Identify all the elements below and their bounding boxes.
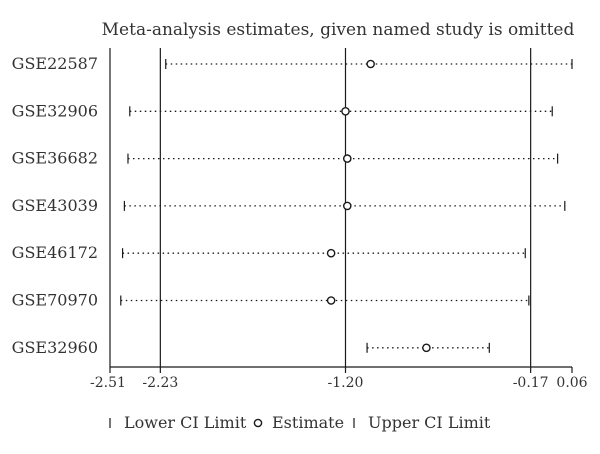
study-label: GSE43039 xyxy=(12,196,98,215)
chart-title: Meta-analysis estimates, given named stu… xyxy=(102,20,575,40)
x-tick-label: -1.20 xyxy=(328,375,364,391)
x-tick-label: 0.06 xyxy=(556,375,587,391)
estimate-point xyxy=(326,296,336,305)
study-label: GSE36682 xyxy=(12,149,98,168)
legend-upper-ci-label: Upper CI Limit xyxy=(368,413,491,432)
study-label: GSE46172 xyxy=(12,243,98,262)
estimate-point xyxy=(342,201,352,211)
plot-area: -2.51 -2.23 -1.20 -0.17 0.06 GSE22587 GSE32906… xyxy=(12,48,588,391)
x-tick-label: -2.23 xyxy=(142,375,178,391)
estimate-point xyxy=(326,248,336,258)
study-label: GSE70970 xyxy=(12,291,98,310)
estimate-point xyxy=(422,343,431,353)
x-tick-label: -0.17 xyxy=(513,375,549,391)
estimate-point xyxy=(342,154,352,163)
study-label: GSE32906 xyxy=(12,101,98,120)
estimate-point xyxy=(366,59,375,69)
legend-estimate-label: Estimate xyxy=(272,413,344,432)
legend: Lower CI Limit Estimate Upper CI Limit xyxy=(109,413,491,432)
x-tick-label: -2.51 xyxy=(90,375,126,391)
study-label: GSE32960 xyxy=(12,338,98,357)
legend-lower-ci-label: Lower CI Limit xyxy=(124,413,247,432)
study-label: GSE22587 xyxy=(12,54,98,73)
estimate-point xyxy=(341,107,350,116)
legend-estimate-symbol xyxy=(253,418,263,428)
